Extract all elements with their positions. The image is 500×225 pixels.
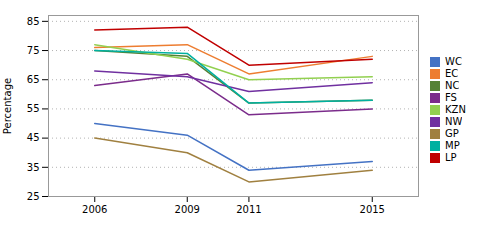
html-text:MP: MP [445,140,460,151]
svg-text:2009: 2009 [175,204,200,215]
html-text:NW: NW [445,116,463,127]
svg-text:55: 55 [27,103,40,114]
svg-text:25: 25 [27,191,40,202]
html-text:EC: EC [445,68,459,79]
html-text:GP: GP [445,128,459,139]
svg-text:2015: 2015 [360,204,385,215]
svg-text:65: 65 [27,74,40,85]
svg-text:85: 85 [27,16,40,27]
svg-text:2011: 2011 [236,204,261,215]
svg-text:45: 45 [27,132,40,143]
html-text:NC: NC [445,80,460,91]
svg-text:75: 75 [27,45,40,56]
html-text:WC: WC [445,56,462,67]
svg-text:2006: 2006 [82,204,107,215]
svg-text:Percentage: Percentage [2,78,13,134]
html-text:KZN: KZN [445,104,466,115]
html-text:FS: FS [445,92,457,103]
html-text:LP: LP [445,152,457,163]
svg-text:35: 35 [27,162,40,173]
